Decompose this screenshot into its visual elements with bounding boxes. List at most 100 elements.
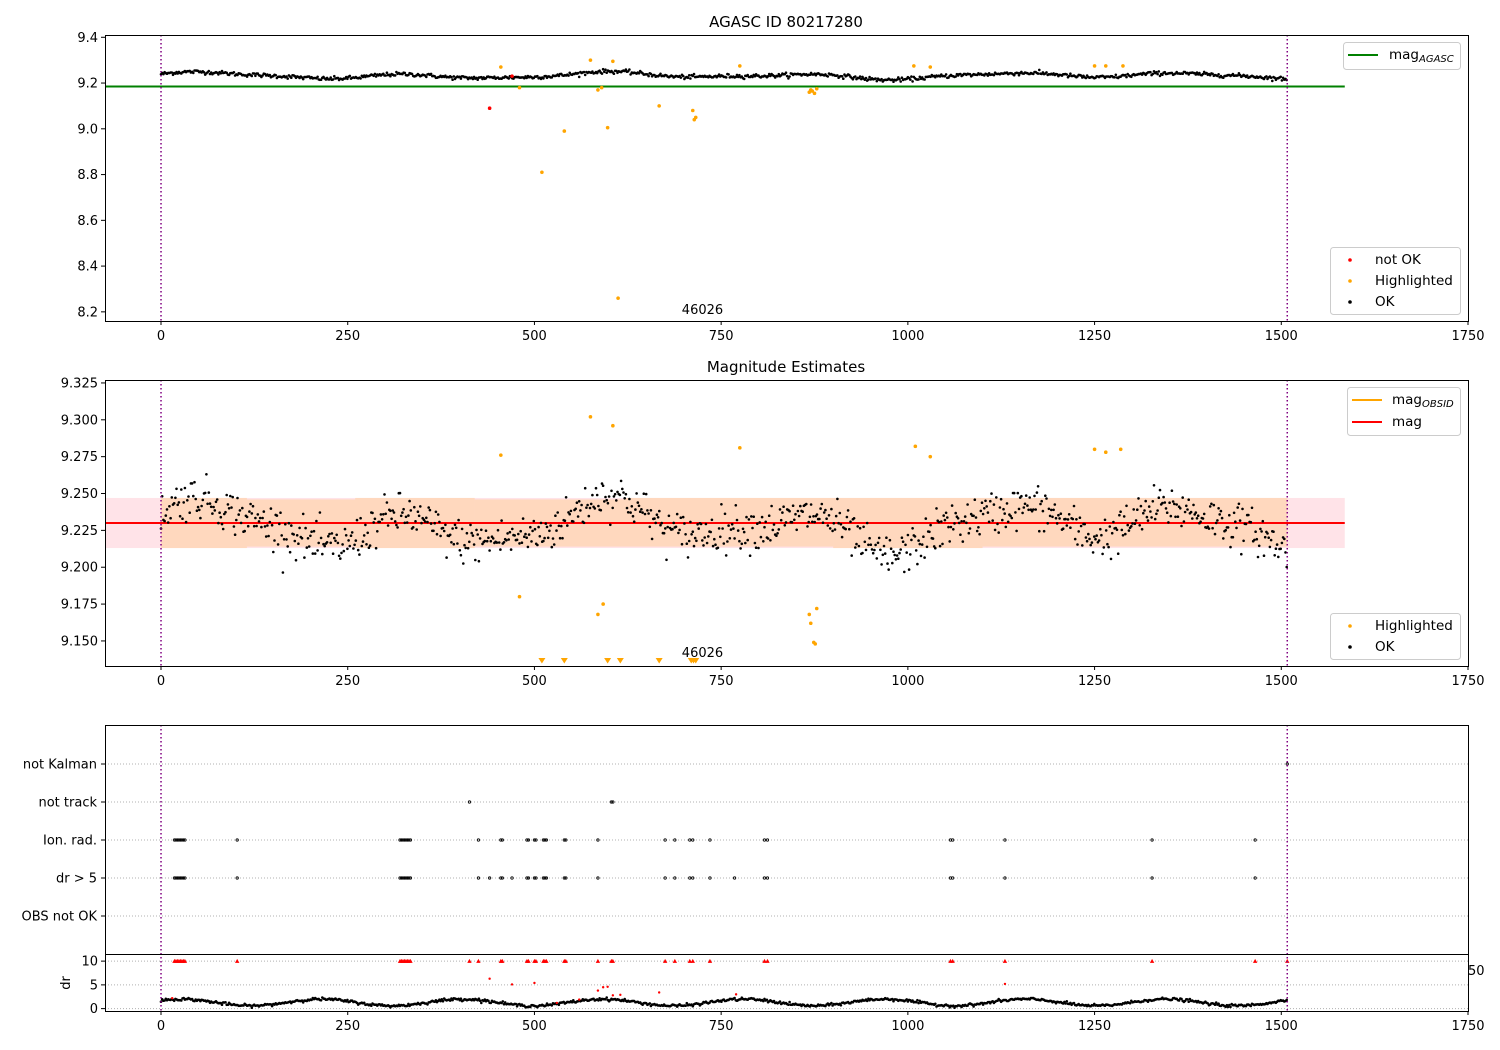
dr-ok-point	[440, 998, 444, 1001]
ok-point	[959, 72, 962, 76]
ok-point	[423, 520, 427, 523]
ok-point	[487, 536, 490, 539]
y-tick-label: 9.300	[61, 413, 98, 428]
ok-point	[1069, 526, 1072, 529]
flag-point	[178, 876, 183, 880]
ok-point	[558, 536, 562, 540]
ok-point	[752, 515, 755, 518]
ok-point	[1149, 510, 1152, 513]
dr-ok-point	[362, 1001, 366, 1005]
ok-point	[432, 529, 435, 533]
ok-point	[1217, 507, 1220, 510]
ok-point	[776, 532, 779, 535]
dr-ok-point	[448, 999, 452, 1002]
flag-point	[405, 838, 410, 842]
ok-point	[1269, 76, 1273, 79]
ok-point	[717, 527, 721, 530]
ok-point	[697, 527, 700, 530]
ok-point	[1201, 517, 1205, 520]
ok-point	[1069, 72, 1072, 75]
highlighted-below-range-marker	[692, 658, 700, 664]
ok-point	[582, 70, 586, 74]
ok-point	[336, 76, 340, 80]
ok-point	[822, 511, 826, 514]
ok-point	[778, 508, 782, 511]
ok-point	[830, 507, 833, 511]
highlighted-point	[738, 446, 742, 450]
ok-point	[538, 535, 542, 538]
ok-point	[436, 513, 440, 516]
ok-point	[674, 525, 678, 529]
ok-point	[726, 540, 729, 543]
dr-ok-point	[918, 999, 922, 1003]
highlighted-point	[912, 64, 916, 68]
ok-point	[692, 72, 696, 76]
ok-point	[1280, 79, 1284, 82]
ok-point	[507, 538, 511, 541]
flag-point	[180, 838, 184, 842]
ok-point	[769, 539, 772, 542]
ok-point	[914, 549, 918, 552]
ok-point	[650, 537, 654, 541]
flag-point	[402, 876, 407, 880]
ok-point	[1035, 491, 1039, 494]
ok-point	[336, 541, 340, 545]
ok-point	[611, 506, 614, 510]
ok-point	[879, 548, 882, 552]
ok-point	[860, 77, 863, 81]
ok-point	[470, 531, 474, 535]
ok-point	[753, 74, 757, 78]
highlighted-point	[657, 104, 661, 108]
ok-point	[1198, 71, 1201, 75]
ok-point	[1110, 531, 1114, 535]
ok-point	[595, 493, 599, 497]
ok-point	[922, 535, 925, 538]
ok-point	[759, 535, 763, 539]
ok-point	[1045, 71, 1048, 74]
y-tick-label: 8.2	[77, 305, 98, 320]
ok-point	[316, 75, 319, 79]
ok-point	[1017, 507, 1021, 511]
ok-point	[1017, 73, 1021, 77]
flag-point	[564, 838, 568, 842]
flag-point	[404, 876, 408, 880]
ok-point	[557, 524, 561, 528]
ok-point	[1044, 494, 1047, 498]
ok-point	[469, 523, 472, 527]
ok-point	[1272, 530, 1275, 533]
highlighted-point	[601, 602, 605, 606]
ok-point	[648, 525, 652, 529]
flag-point	[408, 838, 413, 842]
ok-point	[321, 552, 324, 556]
ok-point	[268, 73, 272, 77]
ok-point	[975, 529, 979, 533]
ok-point	[709, 530, 712, 534]
ok-point	[1071, 517, 1075, 521]
svg-text:not OK: not OK	[1375, 252, 1422, 268]
ok-point	[1237, 502, 1241, 506]
ok-point	[918, 75, 922, 79]
y-tick-label: 9.225	[61, 524, 98, 539]
ok-point	[207, 491, 211, 494]
ok-point	[500, 519, 503, 522]
ok-point	[671, 527, 674, 531]
ok-point	[999, 497, 1003, 501]
highlighted-point	[540, 170, 544, 175]
ok-point	[837, 521, 840, 525]
ok-point	[722, 542, 726, 545]
ok-point	[386, 524, 390, 527]
ok-point	[696, 523, 699, 526]
ok-point	[796, 509, 800, 513]
flag-point	[404, 838, 408, 842]
flag-row-label: not track	[38, 796, 97, 811]
ok-point	[567, 74, 570, 77]
highlighted-below-range-marker	[604, 658, 612, 664]
ok-point	[1024, 494, 1028, 497]
ok-point	[188, 511, 191, 514]
ok-point	[1285, 565, 1288, 569]
ok-point	[196, 505, 200, 509]
ok-point	[207, 69, 211, 73]
ok-point	[519, 529, 522, 533]
ok-point	[876, 541, 880, 545]
ok-point	[564, 496, 568, 499]
